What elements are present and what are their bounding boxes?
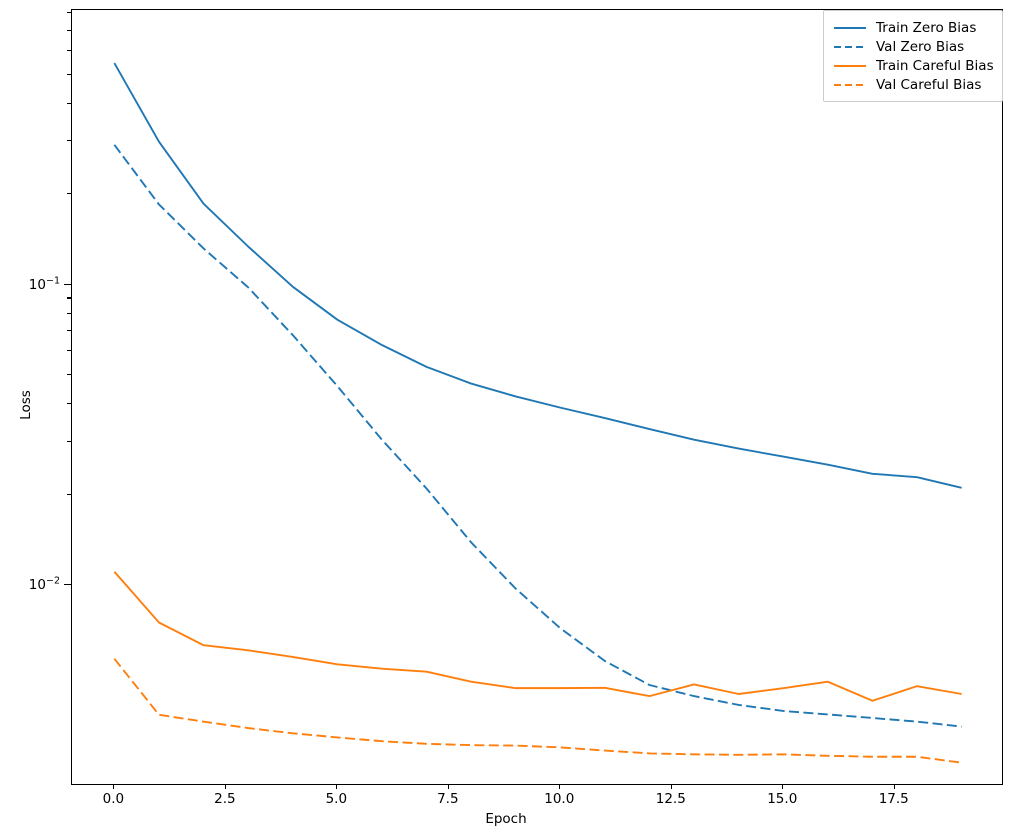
y-tick-mark-minor bbox=[67, 374, 71, 376]
legend-line-swatch-icon bbox=[833, 78, 867, 92]
legend-item: Val Careful Bias bbox=[833, 75, 993, 94]
y-tick-mark-minor bbox=[67, 49, 71, 51]
legend-label: Train Zero Bias bbox=[876, 19, 977, 36]
x-tick-mark bbox=[336, 785, 338, 789]
legend-label: Val Careful Bias bbox=[876, 76, 982, 93]
y-tick-mark bbox=[64, 584, 71, 586]
y-tick-mark-minor bbox=[67, 29, 71, 31]
y-tick-mark-minor bbox=[67, 493, 71, 495]
x-tick-mark bbox=[559, 785, 561, 789]
y-tick-mark-minor bbox=[67, 140, 71, 142]
legend-label: Val Zero Bias bbox=[876, 38, 965, 55]
x-tick-mark bbox=[893, 785, 895, 789]
x-axis-label: Epoch bbox=[485, 811, 527, 827]
y-tick-label: 10−2 bbox=[28, 575, 60, 594]
x-tick-mark bbox=[782, 785, 784, 789]
x-tick-label: 15.0 bbox=[767, 791, 798, 807]
x-tick-label: 7.5 bbox=[437, 791, 459, 807]
plot-area bbox=[71, 9, 1003, 785]
x-tick-mark bbox=[113, 785, 115, 789]
y-tick-mark-minor bbox=[67, 193, 71, 195]
legend-label: Train Careful Bias bbox=[876, 57, 994, 74]
y-tick-mark-minor bbox=[67, 350, 71, 352]
x-tick-label: 2.5 bbox=[214, 791, 236, 807]
legend-item: Train Zero Bias bbox=[833, 18, 993, 37]
series-line-2 bbox=[113, 571, 962, 702]
y-tick-mark-minor bbox=[67, 440, 71, 442]
x-tick-label: 0.0 bbox=[102, 791, 125, 807]
legend-item: Val Zero Bias bbox=[833, 37, 993, 56]
y-tick-mark-minor bbox=[67, 12, 71, 14]
legend-line-swatch-icon bbox=[833, 40, 867, 54]
y-tick-label: 10−1 bbox=[28, 274, 60, 293]
y-axis-label: Loss bbox=[18, 390, 34, 420]
x-tick-mark bbox=[670, 785, 672, 789]
y-tick-mark-minor bbox=[67, 297, 71, 299]
y-tick-mark bbox=[64, 283, 71, 285]
series-line-3 bbox=[113, 658, 962, 764]
y-tick-mark-minor bbox=[67, 312, 71, 314]
x-tick-label: 12.5 bbox=[655, 791, 686, 807]
y-tick-mark-minor bbox=[67, 102, 71, 104]
y-tick-mark-minor bbox=[67, 403, 71, 405]
x-tick-label: 17.5 bbox=[878, 791, 909, 807]
x-tick-label: 10.0 bbox=[544, 791, 575, 807]
chart-legend: Train Zero Bias Val Zero Bias Train Carefu… bbox=[823, 10, 1003, 102]
legend-item: Train Careful Bias bbox=[833, 56, 994, 75]
y-tick-mark-minor bbox=[67, 330, 71, 332]
legend-line-swatch-icon bbox=[833, 21, 867, 35]
x-tick-mark bbox=[447, 785, 449, 789]
series-line-1 bbox=[113, 144, 962, 728]
x-tick-mark bbox=[224, 785, 226, 789]
series-line-0 bbox=[113, 62, 962, 489]
x-tick-label: 5.0 bbox=[325, 791, 348, 807]
legend-line-swatch-icon bbox=[833, 59, 867, 73]
y-tick-mark-minor bbox=[67, 73, 71, 75]
line-chart-canvas bbox=[113, 62, 962, 764]
